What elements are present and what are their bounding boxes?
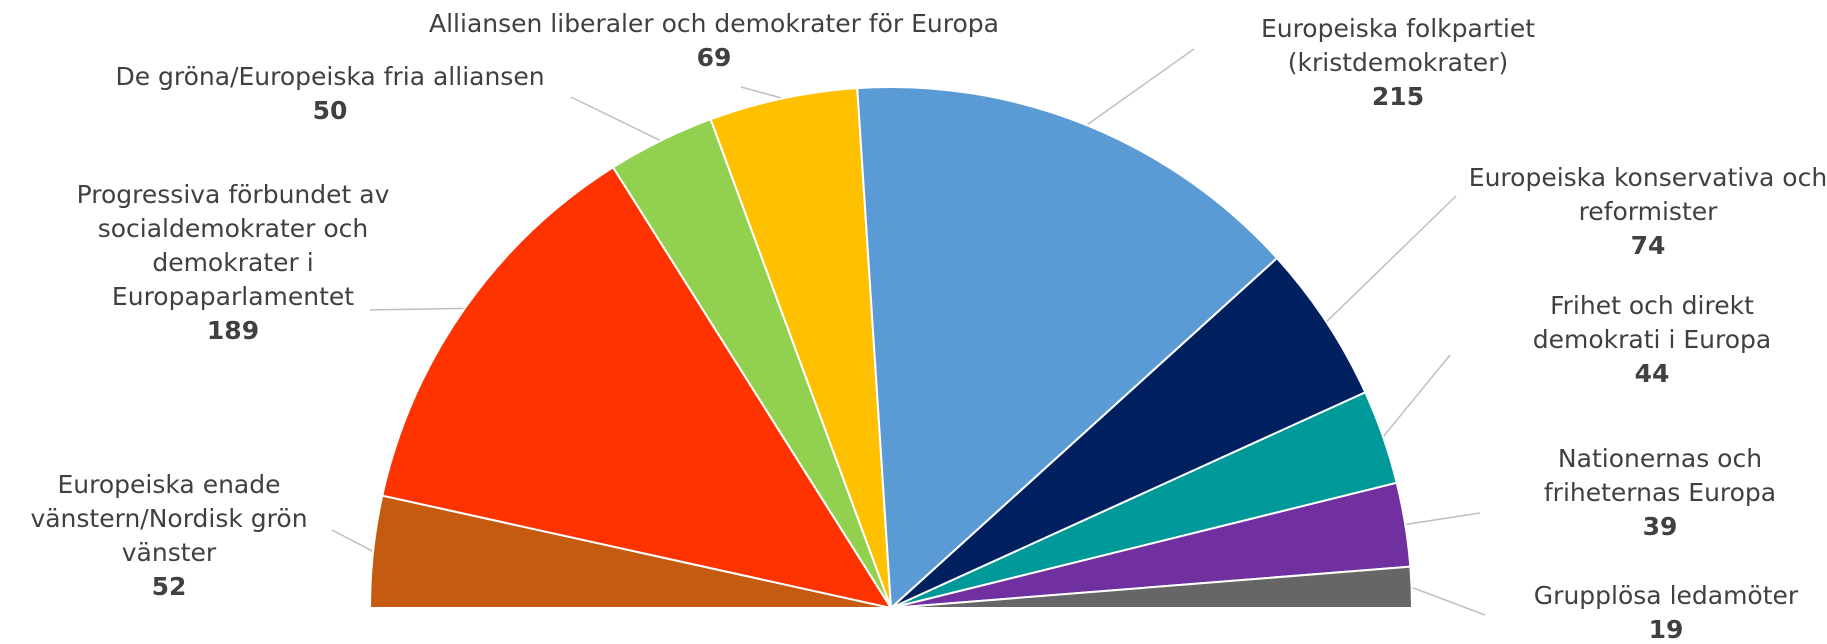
label-line: Europaparlamentet xyxy=(112,282,354,311)
leader-line xyxy=(369,307,465,311)
leader-lines xyxy=(331,48,1486,616)
slice-label: Frihet och direkt demokrati i Europa xyxy=(1533,291,1771,354)
label-line: (kristdemokrater) xyxy=(1288,48,1508,77)
label-line: Nationernas och xyxy=(1558,444,1762,473)
label-line: demokrater i xyxy=(152,248,313,277)
value-label: 69 xyxy=(697,43,732,72)
slice-label: Progressiva förbundet av socialdemokrater… xyxy=(77,180,390,311)
leader-line xyxy=(1086,48,1195,126)
leader-line xyxy=(740,86,784,100)
label-line: vänster xyxy=(122,538,217,567)
slice xyxy=(890,256,1367,609)
label-line: Grupplösa ledamöter xyxy=(1534,581,1799,610)
leader-line xyxy=(570,96,661,142)
leader-line xyxy=(1411,586,1486,616)
value-label: 19 xyxy=(1649,615,1684,644)
value-label: 215 xyxy=(1372,82,1424,111)
label-line: De gröna/Europeiska fria alliansen xyxy=(115,62,544,91)
slice-label: De gröna/Europeiska fria alliansen xyxy=(115,62,544,91)
value-label: 39 xyxy=(1643,512,1678,541)
leader-line xyxy=(1405,512,1481,526)
slice xyxy=(890,565,1414,609)
value-label: 50 xyxy=(313,96,348,125)
slice xyxy=(381,165,894,610)
slice xyxy=(856,86,1279,611)
leader-line xyxy=(1382,354,1451,438)
slice-label: Europeiska enade vänstern/Nordisk grön vän… xyxy=(30,470,307,567)
label-line: Alliansen liberaler och demokrater för E… xyxy=(429,9,999,38)
value-label: 52 xyxy=(152,572,187,601)
value-label: 189 xyxy=(207,316,259,345)
slice-label: Grupplösa ledamöter xyxy=(1534,581,1799,610)
leader-line xyxy=(1325,195,1457,323)
label-line: Progressiva förbundet av xyxy=(77,180,390,209)
label-line: Europeiska konservativa och xyxy=(1469,163,1827,192)
value-label: 74 xyxy=(1631,231,1666,260)
label-line: socialdemokrater och xyxy=(98,214,369,243)
label-line: demokrati i Europa xyxy=(1533,325,1771,354)
label-line: vänstern/Nordisk grön xyxy=(30,504,307,533)
slice-label: Nationernas och friheternas Europa xyxy=(1544,444,1776,507)
slice-label: Europeiska konservativa och reformister xyxy=(1469,163,1827,226)
label-line: Europeiska folkpartiet xyxy=(1261,14,1535,43)
label-line: Frihet och direkt xyxy=(1550,291,1754,320)
slice-label: Europeiska folkpartiet (kristdemokrater) xyxy=(1261,14,1535,77)
label-line: Europeiska enade xyxy=(58,470,281,499)
leader-line xyxy=(331,529,374,553)
value-label: 44 xyxy=(1635,359,1670,388)
label-line: reformister xyxy=(1579,197,1719,226)
slice-label: Alliansen liberaler och demokrater för E… xyxy=(429,9,999,38)
label-line: friheternas Europa xyxy=(1544,478,1776,507)
